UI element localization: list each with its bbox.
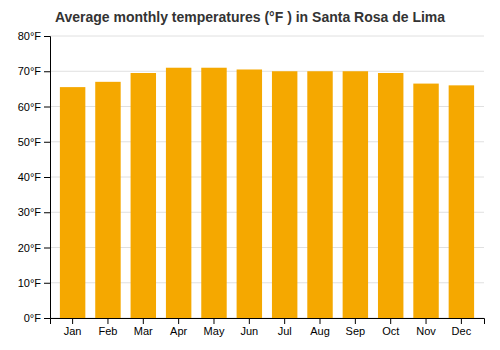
tick-label: 70°F (18, 65, 42, 77)
bar (307, 71, 332, 318)
tick-mark (72, 318, 73, 324)
y-tick: 80°F (18, 30, 50, 42)
bar (378, 73, 403, 318)
bar (95, 82, 120, 318)
bars (60, 68, 474, 318)
y-tick: 60°F (18, 101, 50, 113)
x-tick: Apr (170, 318, 187, 337)
y-tick: 30°F (18, 206, 50, 218)
bar (60, 87, 85, 318)
tick-mark (390, 318, 391, 324)
title: Average monthly temperatures (°F ) in Sa… (55, 9, 445, 25)
y-tick: 40°F (18, 171, 50, 183)
grid-line (50, 36, 484, 37)
tick-mark (320, 318, 321, 324)
x-tick: Sep (346, 318, 366, 337)
tick-mark (143, 318, 144, 324)
tick-mark (107, 318, 108, 324)
y-tick: 10°F (18, 277, 50, 289)
tick-label: 30°F (18, 206, 42, 218)
tick-label: May (204, 325, 225, 337)
tick-label: Aug (310, 325, 330, 337)
tick-mark (44, 107, 50, 108)
bar (166, 68, 191, 318)
bar (449, 85, 474, 318)
plot-area: 0°F 10°F 20°F 30°F 40°F 50°F 60°F 70°F 80°F Jan Fe… (18, 30, 485, 337)
tick-label: 20°F (18, 242, 42, 254)
tick-label: Jun (240, 325, 258, 337)
tick-label: Mar (134, 325, 153, 337)
tick-label: 80°F (18, 30, 42, 42)
tick-mark (355, 318, 356, 324)
tick-label: 50°F (18, 136, 42, 148)
tick-label: Dec (452, 325, 472, 337)
y-tick: 70°F (18, 65, 50, 77)
x-tick: Jul (278, 318, 292, 337)
y-tick: 20°F (18, 242, 50, 254)
x-tick: Aug (310, 318, 330, 337)
x-tick: Jan (64, 318, 82, 337)
tick-label: 60°F (18, 101, 42, 113)
tick-mark (44, 283, 50, 284)
bar (272, 71, 297, 318)
tick-mark (426, 318, 427, 324)
tick-label: Jul (278, 325, 292, 337)
tick-mark (44, 142, 50, 143)
bar (201, 68, 226, 318)
tick-label: Sep (346, 325, 366, 337)
tick-mark (284, 318, 285, 324)
tick-label: 0°F (24, 312, 42, 324)
tick-label: Oct (382, 325, 399, 337)
tick-mark (249, 318, 250, 324)
y-tick: 50°F (18, 136, 50, 148)
tick-mark (44, 177, 50, 178)
tick-mark (44, 212, 50, 213)
tick-mark (44, 248, 50, 249)
x-tick: Mar (134, 318, 153, 337)
tick-mark (44, 71, 50, 72)
x-tick: Dec (452, 318, 472, 337)
tick-label: Apr (170, 325, 187, 337)
axis-line (44, 37, 51, 319)
tick-mark (213, 318, 214, 324)
x-tick: Feb (98, 318, 117, 337)
x-tick: Nov (416, 318, 436, 337)
y-axis: 0°F 10°F 20°F 30°F 40°F 50°F 60°F 70°F 80°F (18, 30, 51, 324)
grid-line (50, 71, 484, 72)
chart-container: 0°F 10°F 20°F 30°F 40°F 50°F 60°F 70°F 80°F Jan Fe… (0, 0, 500, 350)
tick-label: 10°F (18, 277, 42, 289)
bar (131, 73, 156, 318)
tick-label: 40°F (18, 171, 42, 183)
axis-line (51, 319, 485, 325)
tick-label: Feb (98, 325, 117, 337)
grid (50, 36, 484, 318)
bar (413, 84, 438, 318)
x-tick: May (204, 318, 225, 337)
tick-mark (44, 318, 50, 319)
chart: 0°F 10°F 20°F 30°F 40°F 50°F 60°F 70°F 80°F Jan Fe… (0, 0, 500, 350)
bar (343, 71, 368, 318)
tick-label: Jan (64, 325, 82, 337)
x-tick: Oct (382, 318, 399, 337)
y-tick: 0°F (24, 312, 50, 324)
x-tick: Jun (240, 318, 258, 337)
tick-label: Nov (416, 325, 436, 337)
bar (237, 69, 262, 318)
tick-mark (178, 318, 179, 324)
x-axis: Jan Feb Mar Apr May Jun Jul Aug Sep Oct Nov Dec (51, 318, 485, 337)
tick-mark (44, 36, 50, 37)
tick-mark (461, 318, 462, 324)
